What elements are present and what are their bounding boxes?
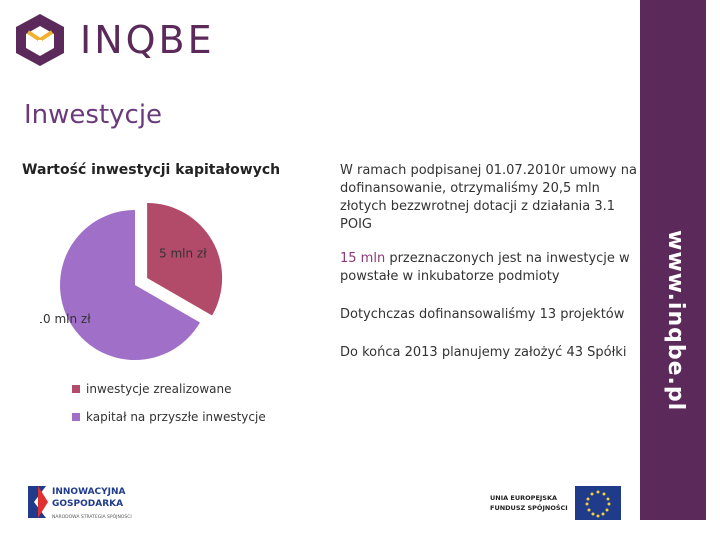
legend-label: kapitał na przyszłe inwestycje [86,410,266,424]
inqbe-logo-icon [16,14,64,66]
footer-left-line: GOSPODARKA [52,499,123,509]
legend-item: inwestycje zrealizowane [72,378,266,400]
paragraph-text: Dotychczas dofinansowaliśmy 13 projektów [340,307,625,322]
paragraph: Do końca 2013 planujemy założyć 43 Spółk… [340,344,640,362]
paragraph: 15 mln przeznaczonych jest na inwestycje… [340,250,640,286]
innowacyjna-gospodarka-logo: INNOWACYJNA GOSPODARKA NARODOWA STRATEGI… [28,486,132,520]
footer-right-line: FUNDUSZ SPÓJNOŚCI [490,503,568,512]
paragraph: W ramach podpisanej 01.07.2010r umowy na… [340,162,640,234]
sidebar-band [640,0,706,520]
chart-legend: inwestycje zrealizowane kapitał na przys… [72,378,266,434]
paragraph-text: Do końca 2013 planujemy założyć 43 Spółk… [340,345,627,360]
eu-stars-icon [585,490,611,518]
paragraph: Dotychczas dofinansowaliśmy 13 projektów [340,306,640,324]
legend-swatch [72,385,80,393]
footer-left-line: INNOWACYJNA [52,487,126,497]
chart-title: Wartość inwestycji kapitałowych [22,162,281,178]
pie-chart: 5 mln zł 10 mln zł [40,203,223,360]
footer-left-line: NARODOWA STRATEGIA SPÓJNOŚCI [52,513,132,520]
footer-right-line: UNIA EUROPEJSKA [490,494,557,502]
legend-swatch [72,413,80,421]
pie-slice-label: 5 mln zł [159,246,207,260]
pie-slice [60,210,200,360]
pie-slice-label: 10 mln zł [40,312,91,326]
paragraph-text: przeznaczonych jest na inwestycje w pows… [340,251,630,284]
pie-slice [147,203,223,316]
page-title: Inwestycje [24,100,163,130]
text-column: W ramach podpisanej 01.07.2010r umowy na… [340,162,640,376]
paragraph-highlight: 15 mln [340,251,386,266]
legend-item: kapitał na przyszłe inwestycje [72,406,266,428]
sidebar-url: www.inqbe.pl [663,230,688,412]
logo-text: INQBE [80,18,215,62]
eu-fund-logo: UNIA EUROPEJSKA FUNDUSZ SPÓJNOŚCI [490,486,621,520]
paragraph-text: W ramach podpisanej 01.07.2010r umowy na… [340,163,637,232]
legend-label: inwestycje zrealizowane [86,382,232,396]
